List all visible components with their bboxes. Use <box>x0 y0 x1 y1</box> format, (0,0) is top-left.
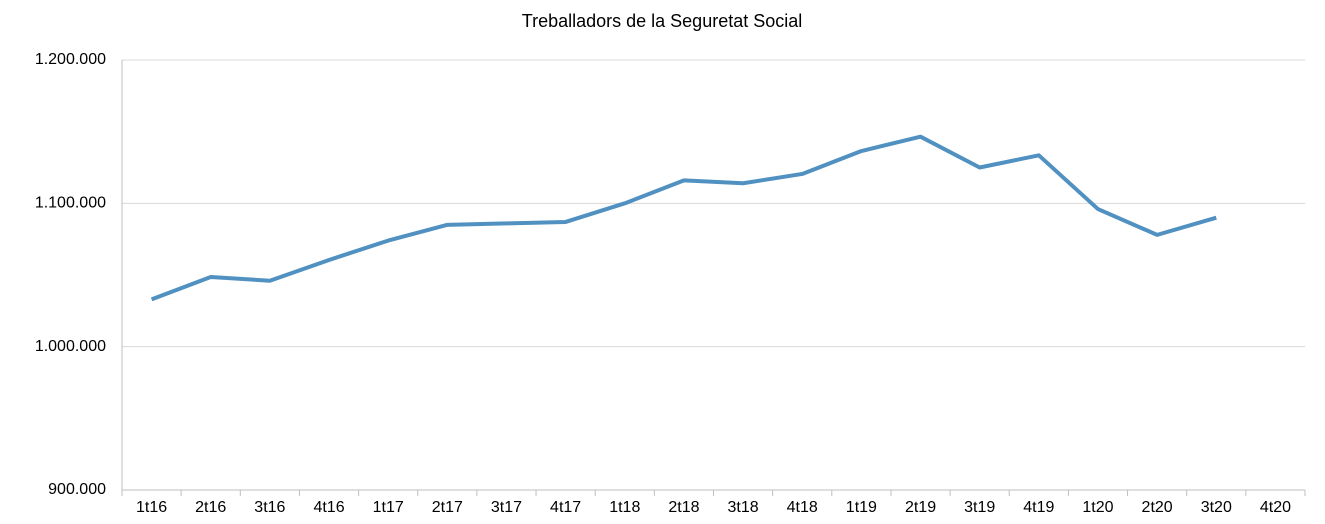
x-tick-label: 3t20 <box>1201 499 1232 516</box>
x-tick-label: 4t19 <box>1023 499 1054 516</box>
x-tick-label: 3t16 <box>254 499 285 516</box>
x-tick-label: 1t19 <box>846 499 877 516</box>
y-tick-label: 1.100.000 <box>35 195 106 212</box>
x-tick-label: 4t20 <box>1260 499 1291 516</box>
x-tick-label: 1t17 <box>373 499 404 516</box>
y-tick-label: 900.000 <box>48 481 106 498</box>
x-tick-label: 2t16 <box>195 499 226 516</box>
x-tick-label: 4t18 <box>787 499 818 516</box>
x-tick-label: 4t17 <box>550 499 581 516</box>
x-tick-label: 3t19 <box>964 499 995 516</box>
x-tick-label: 1t16 <box>136 499 167 516</box>
y-tick-label: 1.200.000 <box>35 51 106 68</box>
x-tick-label: 3t17 <box>491 499 522 516</box>
x-tick-label: 2t19 <box>905 499 936 516</box>
line-series <box>150 134 1217 302</box>
x-tick-label: 2t20 <box>1142 499 1173 516</box>
x-tick-label: 4t16 <box>313 499 344 516</box>
x-tick-label: 3t18 <box>728 499 759 516</box>
x-tick-label: 1t20 <box>1082 499 1113 516</box>
y-tick-label: 1.000.000 <box>35 338 106 355</box>
chart-title: Treballadors de la Seguretat Social <box>522 11 803 31</box>
x-tick-label: 1t18 <box>609 499 640 516</box>
x-tick-label: 2t18 <box>668 499 699 516</box>
x-tick-label: 2t17 <box>432 499 463 516</box>
